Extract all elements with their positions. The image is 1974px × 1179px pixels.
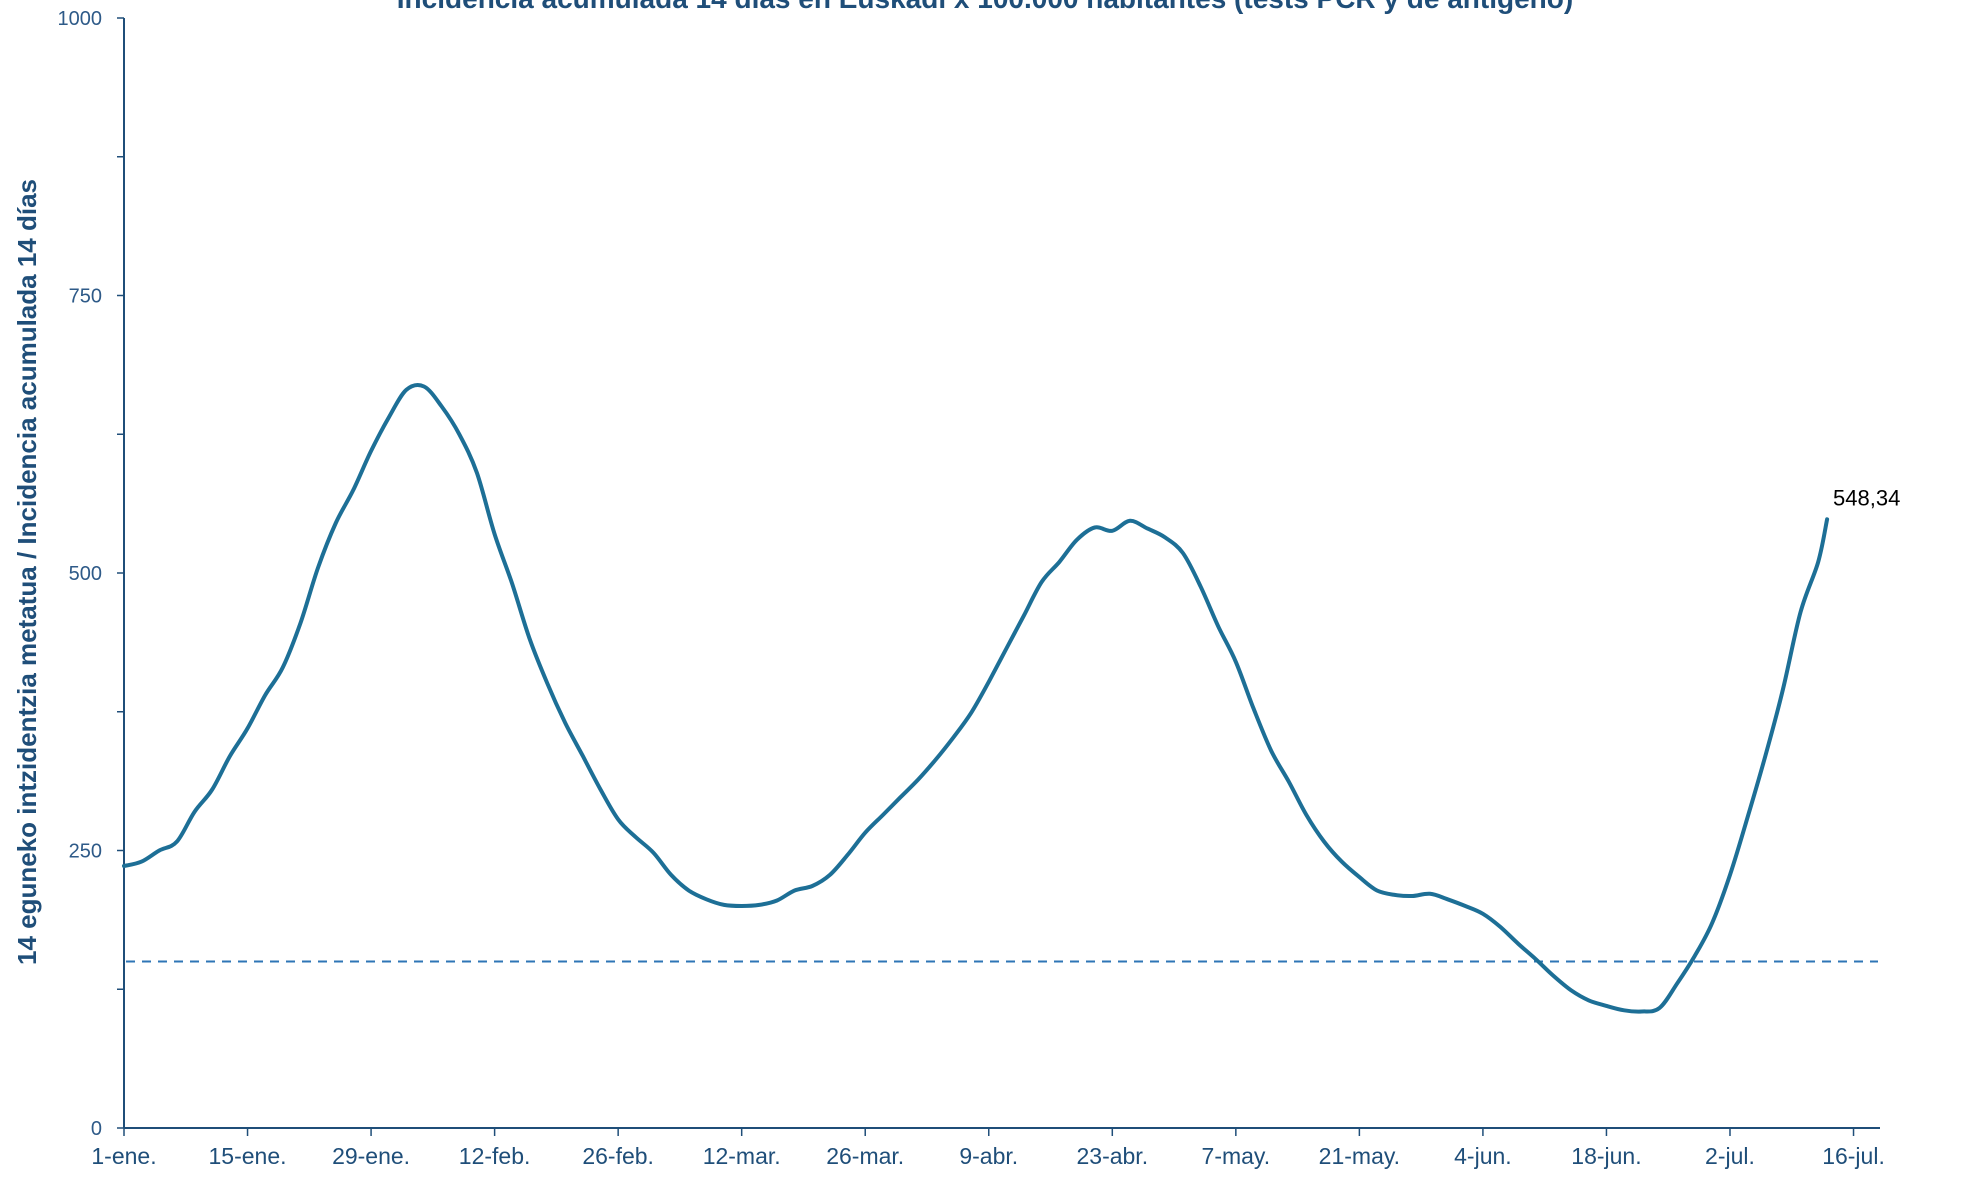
x-tick-label: 26-feb.	[582, 1143, 654, 1169]
x-tick-label: 15-ene.	[209, 1143, 287, 1169]
x-tick-label: 21-may.	[1319, 1143, 1400, 1169]
y-tick-label: 750	[69, 286, 102, 308]
series-line	[122, 382, 1830, 1014]
x-tick-label: 4-jun.	[1454, 1143, 1512, 1169]
x-tick-label: 23-abr.	[1076, 1143, 1148, 1169]
x-tick-label: 29-ene.	[332, 1143, 410, 1169]
series-group	[122, 382, 1830, 1014]
end-value-label: 548,34	[1833, 485, 1900, 510]
axes-group: 0 250 500 750 1000 1-ene. 15-ene. 29-ene. 12-feb…	[58, 8, 1885, 1169]
y-tick-label: 0	[91, 1118, 102, 1140]
y-axis-label: 14 eguneko intzidentzia metatua / Incide…	[12, 179, 42, 965]
chart-title: Incidencia acumulada 14 días en Euskadi …	[397, 0, 1573, 14]
x-tick-label: 12-feb.	[459, 1143, 531, 1169]
x-tick-label: 16-jul.	[1822, 1143, 1885, 1169]
x-tick-label: 18-jun.	[1571, 1143, 1641, 1169]
y-tick-label: 500	[69, 563, 102, 585]
x-tick-label: 7-may.	[1202, 1143, 1271, 1169]
y-tick-label: 250	[69, 841, 102, 863]
data-label-group: 548,34	[1833, 485, 1900, 510]
x-tick-label: 1-ene.	[91, 1143, 156, 1169]
x-tick-label: 9-abr.	[959, 1143, 1018, 1169]
x-tick-label: 12-mar.	[703, 1143, 781, 1169]
y-tick-label: 1000	[58, 8, 103, 30]
x-tick-label: 2-jul.	[1705, 1143, 1755, 1169]
x-tick-label: 26-mar.	[826, 1143, 904, 1169]
